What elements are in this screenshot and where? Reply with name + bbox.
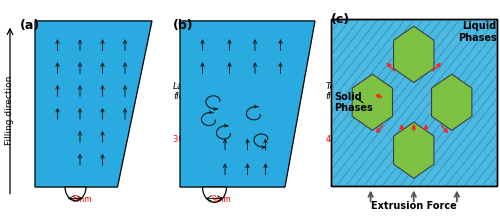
Text: (b): (b)	[172, 19, 193, 32]
Text: Solid
Phases: Solid Phases	[334, 92, 373, 113]
Text: (a): (a)	[20, 19, 40, 32]
Polygon shape	[394, 122, 434, 178]
Text: 5mm: 5mm	[72, 195, 92, 204]
Polygon shape	[35, 21, 152, 187]
Wedge shape	[65, 187, 86, 201]
Text: (c): (c)	[331, 13, 350, 26]
Wedge shape	[202, 187, 226, 202]
Polygon shape	[394, 26, 434, 82]
Text: Turbulent
flow: Turbulent flow	[326, 82, 368, 101]
Text: 30.14 mm/s: 30.14 mm/s	[173, 135, 223, 144]
Text: Extrusion Force: Extrusion Force	[371, 201, 456, 210]
Polygon shape	[180, 21, 315, 187]
Text: Laminar
flow: Laminar flow	[173, 82, 210, 101]
Text: Filling direction: Filling direction	[6, 76, 15, 145]
Text: 9mm: 9mm	[212, 195, 231, 204]
Text: Liquid
Phases: Liquid Phases	[458, 21, 496, 43]
Polygon shape	[352, 74, 393, 130]
Bar	[331, 19, 496, 186]
Text: 43.70 mm/s: 43.70 mm/s	[326, 135, 376, 144]
Polygon shape	[432, 74, 472, 130]
Bar	[331, 19, 496, 186]
